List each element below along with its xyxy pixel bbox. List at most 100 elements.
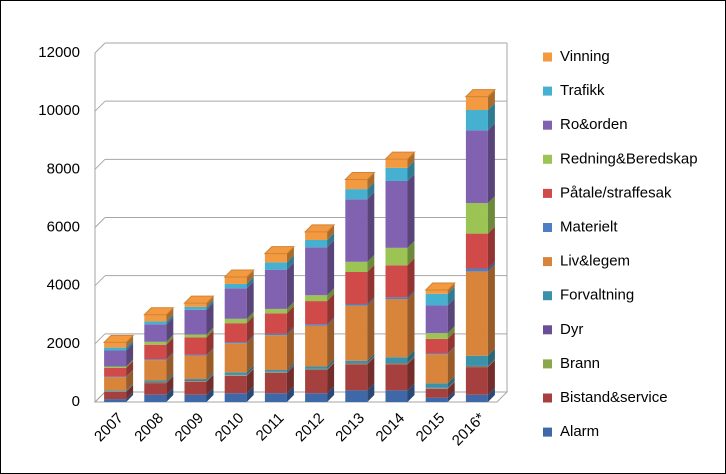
bar-front xyxy=(305,368,328,370)
bar-side xyxy=(286,326,294,336)
bar-side xyxy=(487,360,495,395)
bar-side xyxy=(367,353,375,364)
bar-front xyxy=(345,364,368,391)
bar-segment xyxy=(224,365,254,375)
bar-segment xyxy=(184,373,214,382)
y-tick-label: 0 xyxy=(72,393,80,410)
bar-segment xyxy=(345,254,375,272)
bar-front xyxy=(184,355,207,380)
bar-segment xyxy=(465,261,495,272)
bar-front xyxy=(385,265,408,298)
bar-front xyxy=(184,394,207,402)
bar-top xyxy=(223,269,255,278)
bar-side xyxy=(487,359,495,368)
bar-segment xyxy=(264,301,294,314)
bar-segment xyxy=(385,356,415,365)
bar-segment xyxy=(144,353,174,381)
legend-swatch xyxy=(543,257,552,267)
bar-side xyxy=(166,376,174,395)
bar-side xyxy=(286,363,294,372)
bar-side xyxy=(166,334,174,345)
bar-side xyxy=(487,264,495,356)
bar-side xyxy=(126,384,134,392)
bar-side xyxy=(367,356,375,364)
bar-side xyxy=(126,392,134,402)
bar-segment xyxy=(144,314,174,325)
bar-front xyxy=(144,394,167,402)
bar-front xyxy=(144,359,167,361)
legend-label: Vinning xyxy=(560,48,610,65)
bar-side xyxy=(367,182,375,200)
bar-front xyxy=(184,381,207,395)
bar-segment xyxy=(305,318,335,367)
bar-side xyxy=(487,196,495,234)
bar-front xyxy=(465,110,488,131)
bar-front xyxy=(144,382,167,384)
bar-segment xyxy=(224,276,254,289)
bar-front xyxy=(305,295,328,302)
legend-swatch xyxy=(543,154,552,164)
bar-segment xyxy=(425,376,455,388)
legend-swatch xyxy=(543,359,552,369)
grid-line-side xyxy=(94,275,106,287)
bar-front xyxy=(345,303,368,306)
legend-label: Liv&legem xyxy=(560,253,630,270)
bar-side xyxy=(487,387,495,402)
bar-side xyxy=(327,359,335,369)
bar-side xyxy=(246,336,254,373)
bar-segment xyxy=(184,348,214,380)
bar-side xyxy=(447,381,455,398)
bar-front xyxy=(385,167,408,181)
bar-front xyxy=(305,325,328,367)
bar-front xyxy=(224,375,247,376)
bar-front xyxy=(224,375,247,394)
bar-side xyxy=(206,373,214,382)
bar-segment xyxy=(224,335,254,344)
bar-side xyxy=(407,290,415,300)
bar-front xyxy=(104,350,127,367)
bar-front xyxy=(465,233,488,269)
legend-label: Påtale/straffesak xyxy=(560,184,672,201)
bar-side xyxy=(126,343,134,367)
bar-segment xyxy=(104,392,134,402)
bar-side xyxy=(126,383,134,392)
bar-front xyxy=(184,380,207,382)
bar-segment xyxy=(425,380,455,389)
bar-segment xyxy=(345,356,375,364)
bar-side xyxy=(487,261,495,272)
bar-segment xyxy=(264,363,294,372)
bar-side xyxy=(126,360,134,377)
bar-front xyxy=(345,390,368,402)
legend-swatch xyxy=(543,188,552,198)
bar-segment xyxy=(305,386,335,402)
bar-front xyxy=(184,334,207,338)
grid-line xyxy=(94,217,507,228)
bar-side xyxy=(126,340,134,351)
bar-side xyxy=(327,288,335,302)
bar-front xyxy=(184,337,207,355)
bar-segment xyxy=(104,340,134,351)
bar-segment xyxy=(224,367,254,376)
bar-side xyxy=(407,173,415,248)
bar-front xyxy=(305,369,328,371)
bar-segment xyxy=(385,383,415,402)
bar-side xyxy=(407,356,415,365)
legend-swatch xyxy=(543,291,552,301)
bar-side xyxy=(487,103,495,131)
bar-segment xyxy=(345,298,375,361)
grid-line-side xyxy=(94,100,106,112)
bar-front xyxy=(104,390,127,392)
bar-side xyxy=(327,224,335,241)
bar-side xyxy=(447,380,455,389)
bar-side xyxy=(166,373,174,382)
bar-side xyxy=(327,317,335,326)
legend-label: Forvaltning xyxy=(560,287,634,304)
y-tick-label: 8000 xyxy=(47,160,80,177)
bar-segment xyxy=(224,269,254,284)
bar-side xyxy=(407,383,415,402)
bar-front xyxy=(104,399,127,402)
bar-side xyxy=(487,123,495,204)
bar-segment xyxy=(385,160,415,181)
bar-front xyxy=(184,354,207,356)
bar-front xyxy=(184,303,207,307)
